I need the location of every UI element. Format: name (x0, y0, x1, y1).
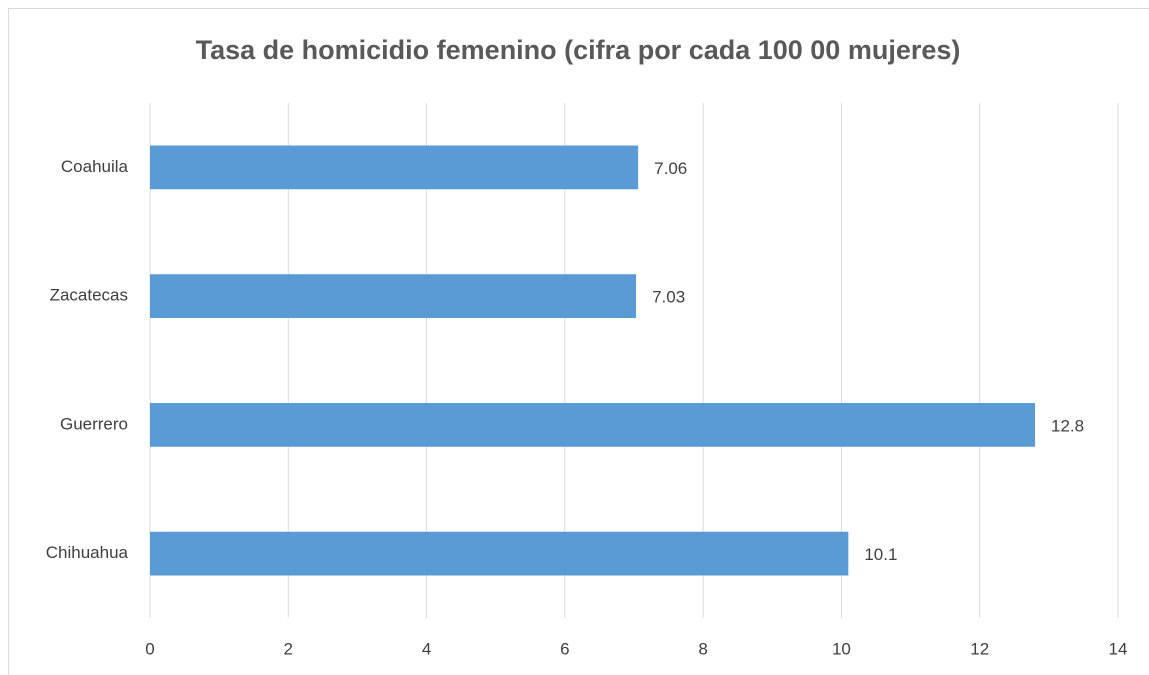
y-tick-label: Chihuahua (46, 543, 129, 562)
y-tick-label: Zacatecas (50, 286, 128, 305)
bar (150, 274, 637, 319)
data-label: 7.03 (652, 288, 685, 307)
data-label: 12.8 (1051, 416, 1084, 435)
data-label: 10.1 (864, 545, 897, 564)
x-tick-label: 12 (970, 639, 989, 658)
bar (150, 402, 1036, 447)
bar (150, 531, 849, 576)
x-tick-label: 10 (832, 639, 851, 658)
y-tick-label: Guerrero (60, 414, 128, 433)
x-tick-label: 8 (698, 639, 707, 658)
x-tick-label: 0 (145, 639, 154, 658)
y-tick-label: Coahuila (61, 157, 129, 176)
x-tick-label: 6 (560, 639, 569, 658)
bar (150, 145, 639, 190)
chart-title: Tasa de homicidio femenino (cifra por ca… (196, 35, 961, 65)
data-label: 7.06 (654, 159, 687, 178)
x-tick-label: 4 (422, 639, 431, 658)
x-tick-label: 2 (284, 639, 293, 658)
x-tick-label: 14 (1109, 639, 1128, 658)
